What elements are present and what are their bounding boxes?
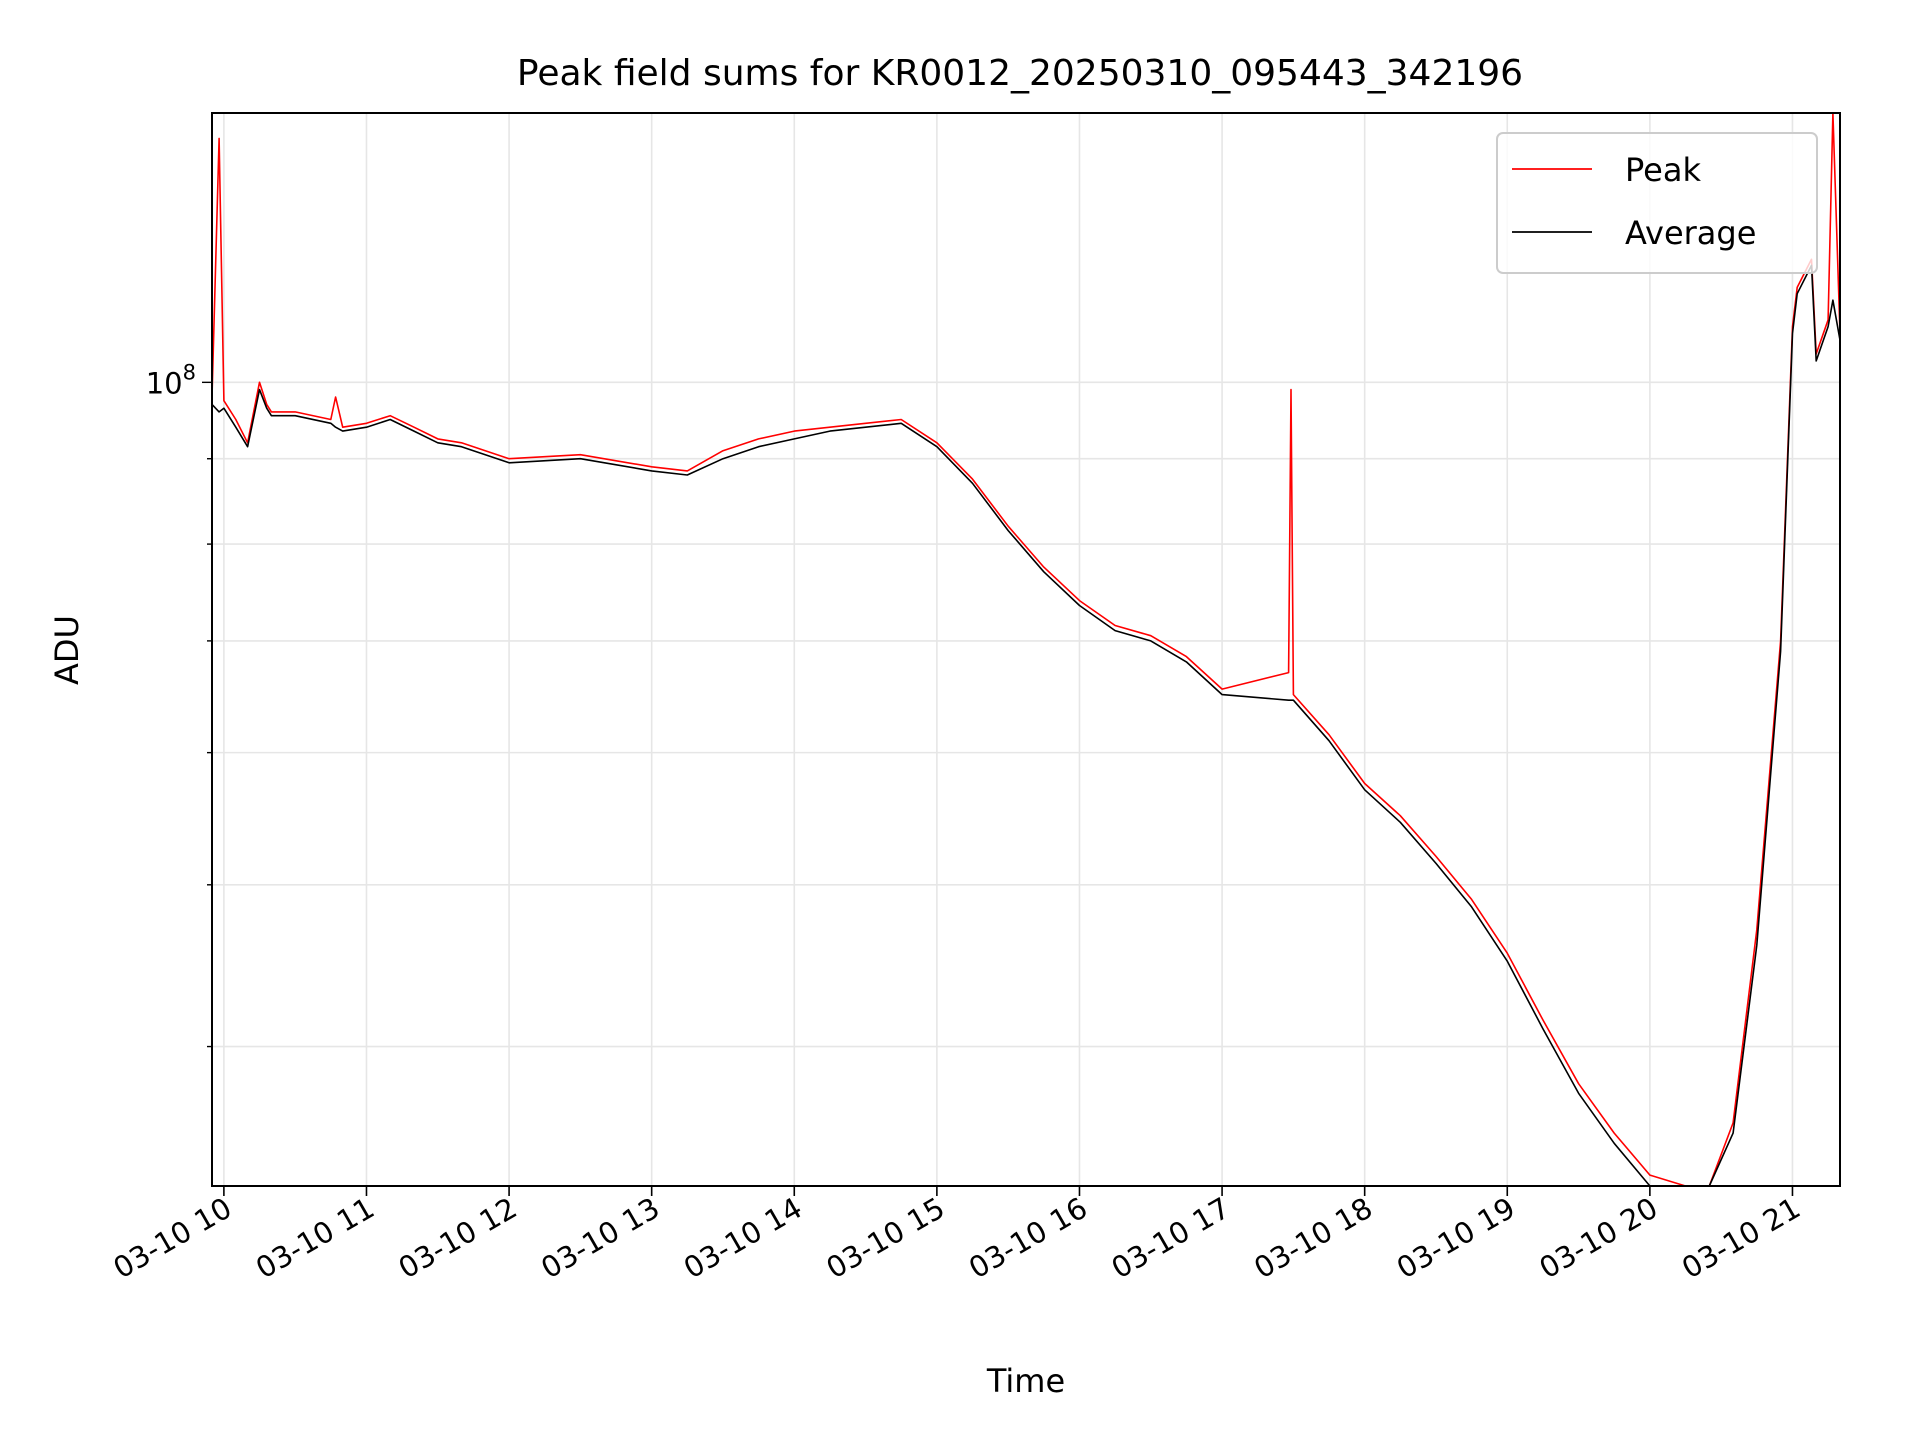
legend-label-peak: Peak — [1625, 151, 1701, 189]
series-layer — [211, 112, 1841, 1187]
x-axis-label: Time — [986, 1362, 1065, 1400]
legend-box — [1496, 132, 1818, 274]
y-axis-label: ADU — [48, 615, 86, 685]
y-axis-ticks: 108 — [146, 360, 212, 1048]
legend: Peak Average — [1496, 132, 1818, 274]
chart-title: Peak field sums for KR0012_20250310_0954… — [517, 53, 1523, 94]
series-average-line — [211, 264, 1841, 1187]
grid — [212, 113, 1840, 1186]
plot-frame — [211, 112, 1841, 1187]
y-tick-label: 108 — [146, 360, 196, 400]
series-peak-line — [211, 112, 1841, 1187]
legend-label-average: Average — [1625, 214, 1756, 252]
